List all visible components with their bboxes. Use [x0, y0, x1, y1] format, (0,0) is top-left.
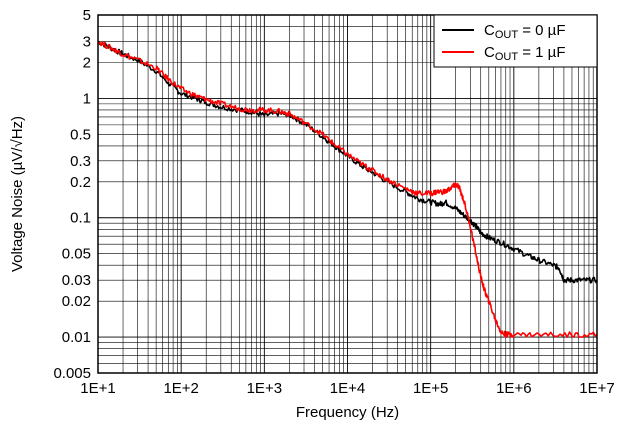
y-tick-label: 0.02 [62, 293, 91, 310]
y-tick-label: 2 [83, 54, 91, 71]
x-tick-label: 1E+4 [330, 380, 365, 397]
y-tick-label: 5 [83, 7, 91, 24]
legend: COUT = 0 µF COUT = 1 µF [433, 14, 598, 68]
y-tick-label: 0.05 [62, 246, 91, 263]
plot-frame [97, 14, 598, 374]
series-layer [97, 40, 598, 339]
legend-label: COUT = 0 µF [484, 22, 566, 41]
grid-lines [97, 14, 597, 374]
x-tick-label: 1E+5 [413, 380, 448, 397]
y-tick-label: 0.005 [53, 365, 91, 382]
y-tick-label: 0.3 [70, 153, 91, 170]
y-tick-label: 0.2 [70, 174, 91, 191]
legend-label: COUT = 1 µF [484, 44, 566, 63]
y-tick-label: 0.03 [62, 272, 91, 289]
y-tick-label: 0.1 [70, 210, 91, 227]
x-tick-label: 1E+7 [579, 380, 614, 397]
tick-labels: 1E+1 1E+2 1E+3 1E+4 1E+5 1E+6 1E+7 0.005 0.01 0.0… [53, 7, 614, 397]
y-tick-label: 0.5 [70, 126, 91, 143]
legend-box [433, 14, 598, 68]
x-tick-label: 1E+6 [496, 380, 531, 397]
y-axis-title: Voltage Noise (µV/√Hz) [9, 116, 26, 272]
y-tick-label: 1 [83, 90, 91, 107]
x-tick-label: 1E+2 [163, 380, 198, 397]
x-tick-label: 1E+3 [247, 380, 282, 397]
x-axis-title: Frequency (Hz) [296, 404, 399, 421]
series-line-2 [97, 41, 598, 339]
y-tick-label: 3 [83, 33, 91, 50]
y-tick-label: 0.01 [62, 329, 91, 346]
x-tick-label: 1E+1 [80, 380, 115, 397]
